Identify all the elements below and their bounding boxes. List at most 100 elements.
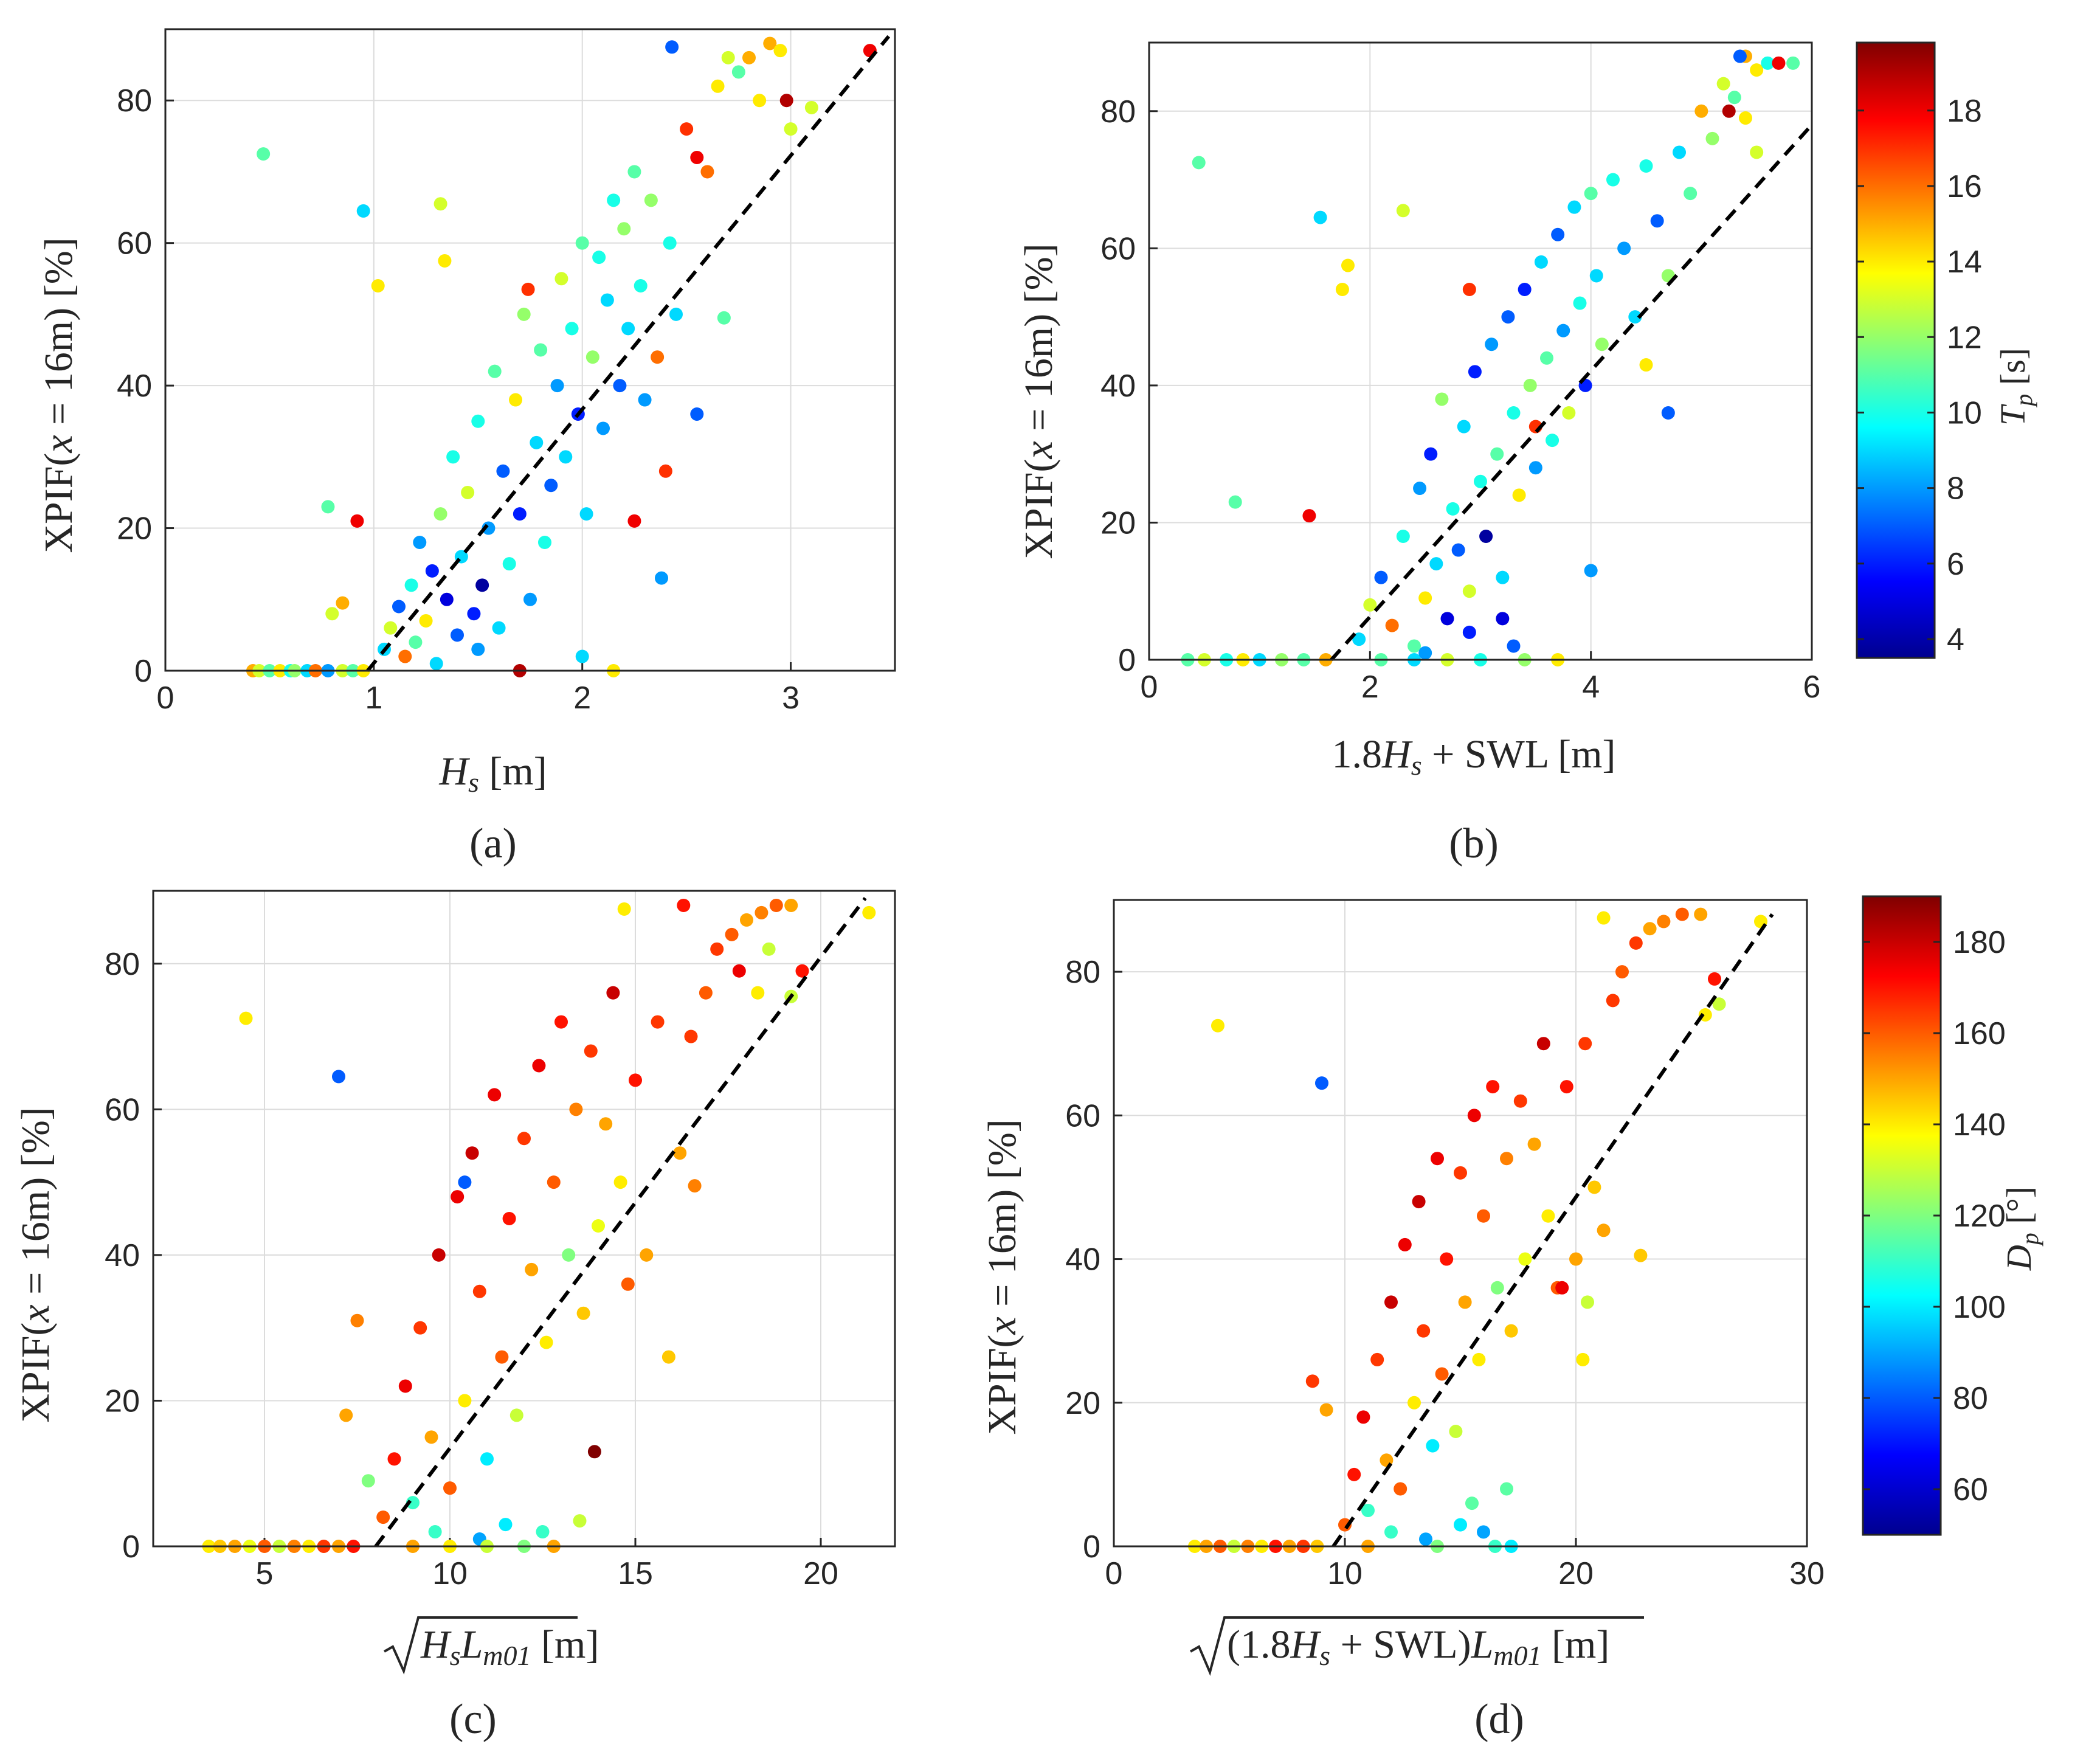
data-point: [332, 1070, 345, 1084]
data-point: [576, 1306, 590, 1320]
x-tick-label: 5: [256, 1556, 274, 1591]
data-point: [661, 1350, 675, 1364]
data-point: [784, 898, 798, 912]
data-point: [1589, 269, 1603, 283]
x-tick-label: 10: [432, 1556, 468, 1591]
data-point: [257, 147, 271, 161]
data-point: [690, 151, 704, 164]
data-point: [565, 322, 579, 336]
data-point: [1617, 241, 1631, 255]
data-point: [1518, 1252, 1532, 1266]
data-point: [763, 36, 777, 50]
y-tick-label: 20: [105, 1383, 140, 1419]
data-point: [521, 282, 535, 296]
data-point: [1606, 173, 1620, 187]
data-point: [475, 578, 489, 592]
data-point: [499, 1518, 513, 1532]
y-tick-label: 60: [105, 1092, 140, 1127]
colorbar-tick-label: 10: [1947, 395, 1982, 431]
data-point: [755, 905, 769, 919]
data-point: [699, 986, 713, 1000]
y-tick-label: 0: [1083, 1529, 1100, 1565]
data-point: [1634, 1248, 1648, 1262]
data-point: [669, 307, 683, 321]
data-point: [536, 1525, 550, 1539]
y-tick-label: 40: [1100, 368, 1136, 404]
data-point: [1454, 1518, 1467, 1532]
data-point: [617, 222, 631, 236]
data-point: [1228, 495, 1242, 509]
data-point: [1305, 1374, 1319, 1388]
data-point: [795, 964, 809, 978]
y-tick-label: 0: [122, 1529, 140, 1565]
data-point: [336, 596, 350, 610]
data-point: [1467, 1109, 1481, 1123]
data-point: [492, 621, 506, 635]
data-point: [1477, 1525, 1490, 1539]
data-point: [1315, 1076, 1328, 1090]
data-point: [339, 1408, 353, 1422]
data-point: [804, 100, 818, 114]
data-point: [1650, 214, 1664, 228]
data-point: [398, 1379, 412, 1393]
data-point: [721, 50, 735, 64]
data-point: [384, 621, 398, 635]
data-point: [1761, 56, 1775, 70]
data-point: [1534, 255, 1548, 269]
data-point: [1192, 156, 1206, 170]
axes-background: [1114, 900, 1807, 1546]
data-point: [1347, 1467, 1361, 1481]
plot-area-d: 0 10 20 30 0 20 40 60 80: [1065, 899, 1825, 1591]
data-point: [711, 79, 725, 93]
data-point: [613, 1175, 627, 1189]
y-tick-label: 60: [1100, 231, 1136, 266]
data-point: [1458, 1295, 1472, 1309]
data-point: [471, 642, 485, 656]
data-point: [1370, 1352, 1384, 1366]
colorbar-dp-gradient: [1862, 895, 1942, 1536]
y-tick-label: 40: [105, 1238, 140, 1273]
data-point: [596, 421, 610, 435]
data-point: [1504, 1324, 1518, 1338]
data-point: [769, 898, 783, 912]
data-point: [1597, 1223, 1611, 1237]
data-point: [1417, 1324, 1431, 1338]
data-point: [1412, 1195, 1426, 1209]
data-point: [634, 279, 648, 292]
data-point: [1716, 77, 1730, 91]
data-point: [1786, 56, 1800, 70]
colorbar-tp-gradient: [1856, 41, 1936, 659]
data-point: [1454, 1166, 1467, 1180]
data-point: [1606, 994, 1620, 1008]
colorbar-tick-label: 120: [1953, 1199, 2006, 1234]
data-point: [732, 964, 746, 978]
data-point: [1523, 378, 1537, 392]
data-point: [1468, 365, 1482, 379]
data-point: [480, 1452, 494, 1466]
data-point: [1675, 907, 1689, 921]
data-point: [710, 942, 724, 956]
data-point: [779, 94, 793, 108]
data-point: [1528, 461, 1542, 475]
data-point: [606, 986, 620, 1000]
data-point: [607, 193, 621, 207]
data-point: [680, 122, 694, 136]
colorbar-tick-label: 8: [1947, 471, 1964, 507]
data-point: [1361, 1503, 1375, 1517]
colorbar-tp-title: Tp [s]: [1993, 348, 2037, 426]
data-point: [1474, 474, 1487, 488]
data-point: [1374, 570, 1388, 584]
data-point: [1426, 1439, 1440, 1453]
data-point: [1319, 1403, 1333, 1417]
y-tick-label: 20: [1100, 505, 1136, 541]
data-point: [1451, 543, 1465, 557]
data-point: [1555, 1281, 1569, 1295]
ylabel-c: XPIF(x = 16m) [%]: [13, 1107, 58, 1422]
y-tick-label: 60: [1065, 1098, 1100, 1133]
y-tick-label: 60: [117, 226, 152, 261]
axes-frame: [152, 890, 896, 1548]
data-point: [392, 600, 406, 614]
data-point: [1733, 49, 1747, 63]
data-point: [658, 464, 672, 478]
data-point: [419, 614, 433, 628]
